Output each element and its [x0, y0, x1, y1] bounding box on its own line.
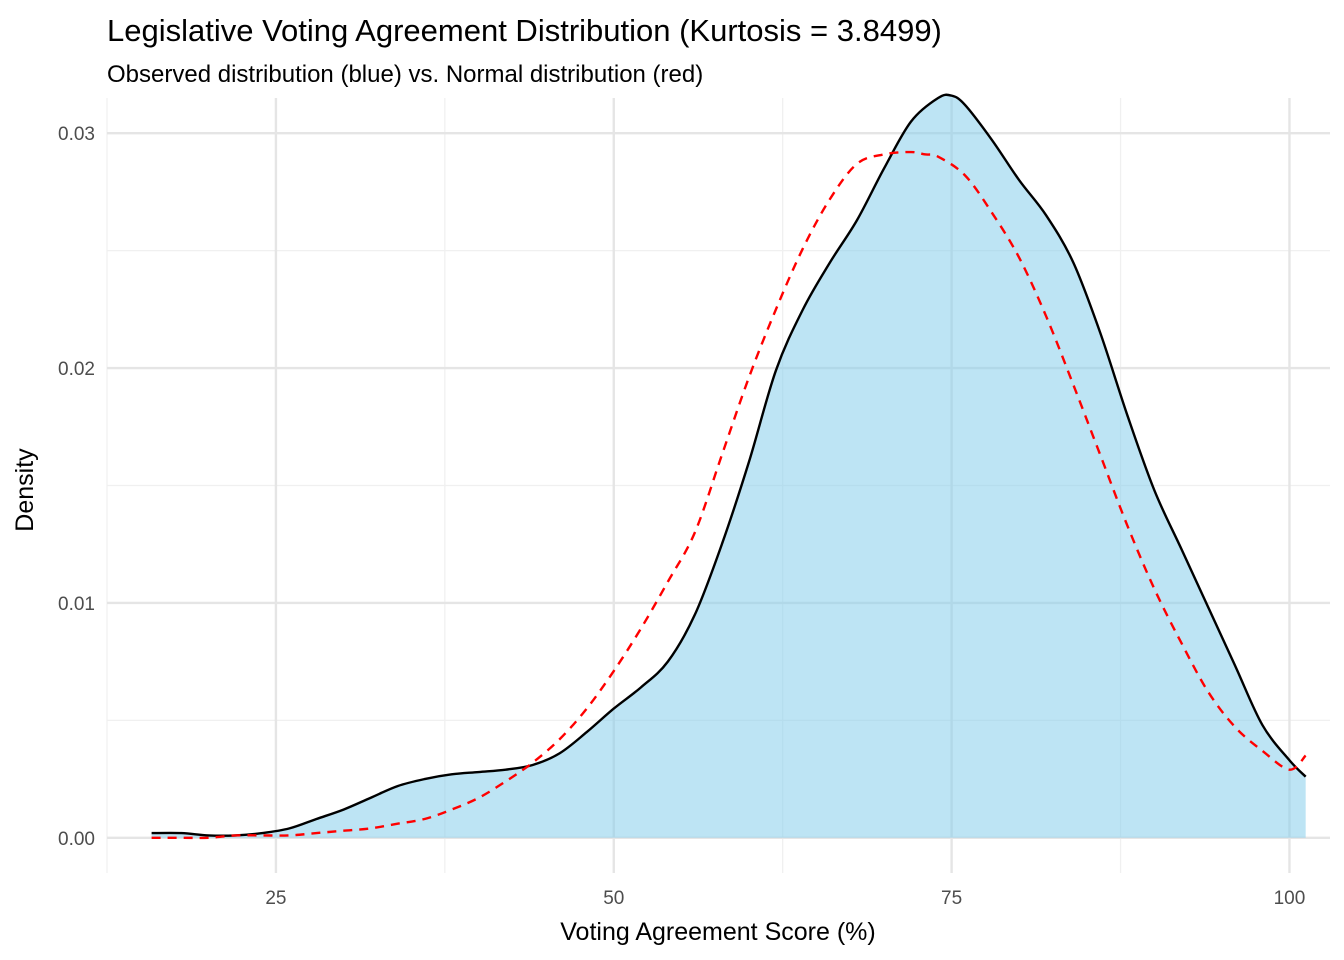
x-axis-ticks: 25 50 75 100	[265, 888, 1305, 909]
normal-density-line	[151, 150, 1307, 840]
observed-density-area	[151, 94, 1306, 838]
x-tick-label: 25	[265, 888, 286, 909]
x-tick-label: 50	[603, 888, 624, 909]
y-tick-label: 0.02	[58, 359, 95, 380]
y-tick-label: 0.01	[58, 594, 95, 615]
series-layer	[151, 93, 1307, 840]
plot-area	[106, 93, 1330, 873]
chart-subtitle: Observed distribution (blue) vs. Normal …	[107, 61, 703, 88]
y-tick-label: 0.00	[58, 829, 95, 850]
x-axis-title: Voting Agreement Score (%)	[560, 918, 875, 946]
y-axis-ticks: 0.00 0.01 0.02 0.03	[58, 124, 95, 850]
chart-title: Legislative Voting Agreement Distributio…	[107, 13, 942, 48]
x-tick-label: 100	[1274, 888, 1306, 909]
observed-density-line	[151, 93, 1307, 837]
x-tick-label: 75	[941, 888, 962, 909]
y-tick-label: 0.03	[58, 124, 95, 145]
y-axis-title: Density	[11, 448, 39, 532]
